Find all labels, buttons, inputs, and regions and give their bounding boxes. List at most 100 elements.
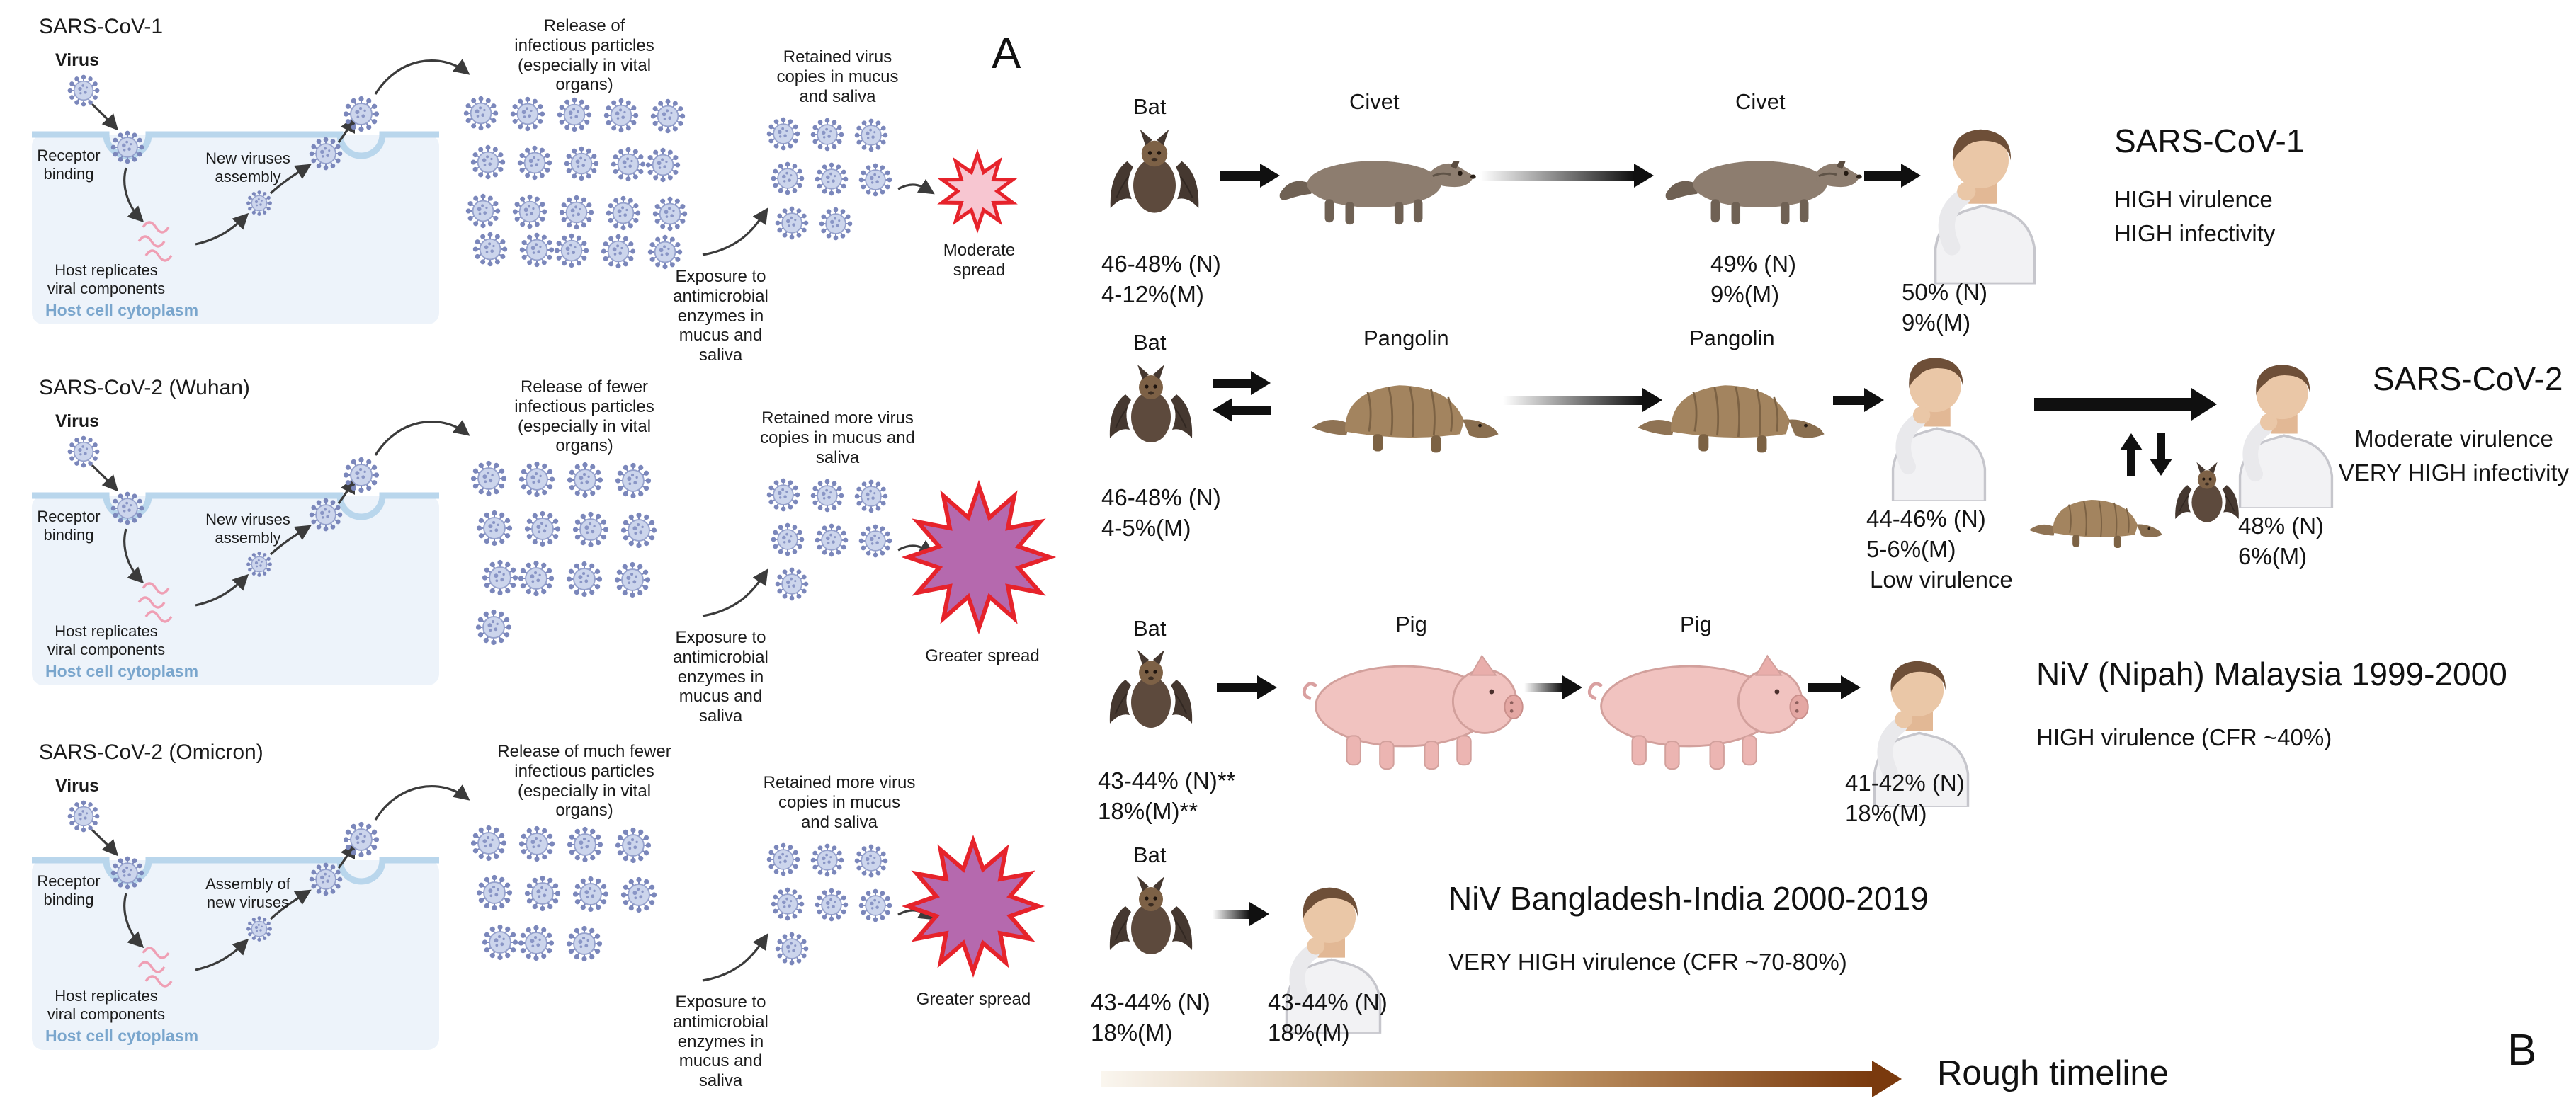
spread-label: Greater spread: [916, 990, 1031, 1009]
chain-title: NiV Bangladesh-India 2000-2019: [1448, 880, 1929, 917]
bat-icon: [1101, 869, 1201, 968]
flow-arrow: [195, 212, 249, 246]
stat-human: 43-44% (N) 18%(M): [1268, 989, 1388, 1046]
host-label-civet: Civet: [1735, 89, 1786, 114]
release-label: Release of infectious particles (especia…: [514, 16, 654, 95]
chain-subtitle: VERY HIGH virulence (CFR ~70-80%): [1448, 949, 1847, 975]
section-title: SARS-CoV-1: [39, 15, 164, 38]
flow-arrow: [195, 938, 249, 971]
host-label-civet: Civet: [1349, 89, 1400, 114]
stat-bat: 43-44% (N) 18%(M): [1091, 989, 1210, 1046]
retained-virus-cluster: [766, 117, 892, 241]
stat-bat: 43-44% (N)** 18%(M)**: [1098, 767, 1236, 824]
flow-arrow: [269, 164, 312, 195]
released-virus-cluster: [470, 825, 657, 962]
low-virulence-note: Low virulence: [1870, 566, 2013, 593]
pig-icon: [1576, 641, 1817, 772]
flow-arrow: [91, 103, 119, 131]
host-replicates-label: Host replicates viral components: [47, 261, 166, 297]
stat-human: 44-46% (N) 5-6%(M): [1866, 505, 1986, 562]
retained-virus-cluster: [766, 478, 892, 601]
human-icon: [1923, 103, 2047, 290]
host-label-pangolin: Pangolin: [1689, 326, 1775, 350]
spread-label: Moderate spread: [943, 241, 1016, 280]
flow-arrow: [702, 207, 768, 256]
chain-subtitle: HIGH virulence HIGH infectivity: [2114, 186, 2276, 246]
chain-title: SARS-CoV-1: [2114, 122, 2305, 159]
panel-b-label: B: [2507, 1026, 2537, 1075]
section-title: SARS-CoV-2 (Wuhan): [39, 376, 250, 399]
exposure-label: Exposure to antimicrobial enzymes in muc…: [673, 993, 768, 1091]
cell-membrane: [32, 131, 439, 159]
panel-a-label: A: [992, 29, 1021, 78]
exposure-label: Exposure to antimicrobial enzymes in muc…: [673, 267, 768, 365]
host-label-bat: Bat: [1133, 842, 1167, 867]
virus-label: Virus: [55, 776, 100, 796]
pangolin-icon: [2020, 480, 2172, 551]
viral-rna-icon: [137, 221, 173, 262]
host-label-pig: Pig: [1395, 612, 1427, 636]
virus-label: Virus: [55, 411, 100, 431]
retained-label: Retained more virus copies in mucus and …: [763, 773, 916, 832]
receptor-binding-label: Receptor binding: [37, 872, 101, 908]
transmission-arrow: [1808, 671, 1861, 704]
chain-title: NiV (Nipah) Malaysia 1999-2000: [2036, 656, 2507, 692]
cell-membrane: [32, 857, 439, 885]
release-label: Release of much fewer infectious particl…: [497, 742, 671, 821]
stat-human: 50% (N) 9%(M): [1902, 279, 1988, 336]
flow-arrow: [702, 568, 768, 617]
transmission-arrow: [1480, 159, 1654, 192]
host-replicates-label: Host replicates viral components: [47, 622, 166, 658]
cell-membrane: [32, 492, 439, 520]
transmission-arrow: [1833, 384, 1884, 416]
civet-icon: [1657, 131, 1863, 227]
flow-arrow: [374, 784, 470, 821]
transmission-arrow: [1503, 384, 1662, 416]
virus-icon: [67, 435, 100, 468]
replication-section-sars-cov-2-omicron: SARS-CoV-2 (Omicron) Virus Receptor bind…: [21, 736, 1105, 1094]
transmission-arrow: [1864, 159, 1921, 192]
spillback-arrow-up: [2119, 433, 2143, 476]
human-icon: [1877, 338, 2001, 501]
transmission-arrow: [2034, 388, 2217, 421]
replication-section-sars-cov-1: SARS-CoV-1 Virus Receptor binding Host r…: [21, 11, 1105, 368]
pig-icon: [1290, 641, 1531, 772]
flow-arrow: [374, 420, 470, 456]
host-label-bat: Bat: [1133, 330, 1167, 355]
spread-burst-icon: [901, 834, 1045, 978]
host-replicates-label: Host replicates viral components: [47, 987, 166, 1023]
receptor-binding-label: Receptor binding: [37, 508, 101, 544]
replication-diagram: [32, 420, 1057, 685]
receptor-binding-label: Receptor binding: [37, 147, 101, 183]
spread-burst-icon: [901, 479, 1057, 635]
flow-arrow: [195, 573, 249, 607]
bat-icon: [1101, 122, 1208, 228]
transmission-arrow: [1213, 367, 1271, 399]
flow-arrow: [123, 167, 144, 223]
bat-icon: [1101, 358, 1201, 457]
pangolin-icon: [1300, 358, 1512, 457]
chain-subtitle: HIGH virulence (CFR ~40%): [2036, 724, 2332, 750]
spread-burst-icon: [937, 149, 1018, 234]
stat-bat: 46-48% (N) 4-12%(M): [1101, 251, 1221, 307]
section-title: SARS-CoV-2 (Omicron): [39, 741, 263, 764]
cytoplasm-label: Host cell cytoplasm: [45, 1027, 199, 1045]
flow-arrow: [897, 178, 935, 195]
assembly-label: New viruses assembly: [205, 149, 290, 185]
host-label-pangolin: Pangolin: [1363, 326, 1449, 350]
assembly-label: New viruses assembly: [205, 510, 290, 547]
flow-arrow: [91, 828, 119, 857]
flow-arrow: [269, 525, 312, 556]
replication-section-sars-cov-2-wuhan: SARS-CoV-2 (Wuhan) Virus Receptor bindin…: [21, 372, 1105, 729]
pangolin-icon: [1625, 358, 1838, 457]
stat-human: 48% (N) 6%(M): [2238, 513, 2325, 569]
timeline-label: Rough timeline: [1937, 1054, 2169, 1092]
assembly-label: Assembly of new viruses: [205, 875, 290, 911]
transmission-arrow-reverse: [1213, 394, 1271, 426]
released-virus-cluster: [463, 96, 688, 270]
virus-label: Virus: [55, 50, 100, 70]
host-label-bat: Bat: [1133, 616, 1167, 641]
replication-diagram: [32, 784, 1045, 1050]
cytoplasm-label: Host cell cytoplasm: [45, 301, 199, 319]
transmission-arrow: [1220, 159, 1280, 192]
